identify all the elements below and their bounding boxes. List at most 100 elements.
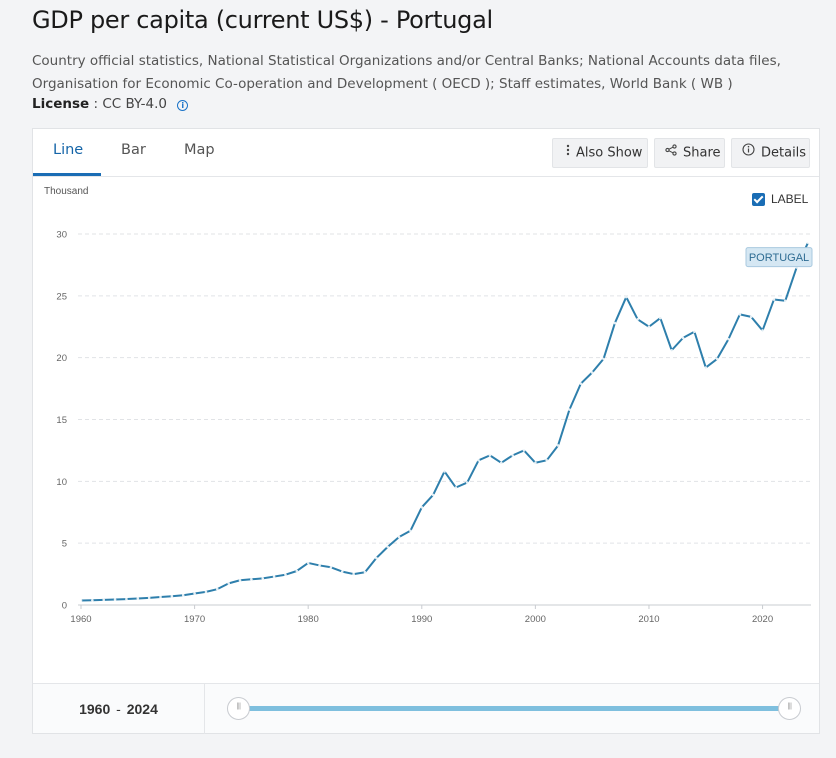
data-point — [454, 486, 458, 489]
data-point — [772, 298, 776, 301]
data-point — [386, 545, 390, 549]
data-point — [443, 470, 446, 473]
details-button[interactable]: Details — [731, 138, 810, 168]
range-slider-track[interactable] — [245, 706, 791, 711]
x-tick-label: 1960 — [70, 614, 91, 625]
data-point — [91, 599, 94, 602]
label-checkbox[interactable] — [752, 192, 765, 206]
series-line-portugal — [80, 242, 809, 602]
data-point — [477, 459, 480, 462]
data-point — [499, 461, 503, 465]
page-title: GDP per capita (current US$) - Portugal — [32, 6, 493, 34]
data-point — [159, 595, 162, 599]
data-point — [375, 556, 378, 560]
range-start-handle[interactable] — [227, 697, 250, 720]
info-circle-icon — [742, 139, 755, 167]
active-tab-indicator — [33, 173, 101, 176]
data-point — [749, 315, 753, 319]
tab-bar-chart[interactable]: Bar — [121, 142, 146, 158]
series-label: PORTUGAL — [749, 252, 809, 264]
data-point — [670, 348, 673, 352]
data-point — [284, 573, 287, 577]
also-show-button[interactable]: Also Show — [552, 138, 648, 168]
data-point — [352, 572, 355, 576]
data-point — [363, 570, 367, 574]
data-point — [397, 535, 401, 539]
data-point — [534, 461, 537, 465]
data-point — [488, 454, 492, 457]
range-end: 2024 — [126, 701, 158, 717]
data-point — [431, 493, 435, 497]
data-point — [783, 299, 787, 303]
also-show-label: Also Show — [576, 145, 643, 161]
tab-map[interactable]: Map — [184, 142, 215, 158]
info-icon[interactable]: i — [177, 100, 189, 111]
data-point — [113, 598, 117, 601]
share-label: Share — [683, 145, 721, 161]
data-point — [704, 366, 708, 369]
share-icon — [665, 139, 677, 167]
series-label-box — [745, 247, 813, 268]
data-point — [522, 449, 526, 452]
data-point — [216, 587, 219, 591]
data-point — [647, 325, 651, 329]
data-point — [250, 577, 253, 581]
data-point — [181, 593, 185, 597]
data-point — [295, 569, 299, 573]
data-point — [170, 594, 174, 598]
data-point — [329, 565, 333, 569]
x-tick-label: 1990 — [411, 614, 432, 625]
data-point — [693, 330, 696, 333]
data-point — [204, 590, 208, 594]
data-point — [624, 295, 628, 299]
data-point — [568, 408, 571, 411]
data-point — [556, 444, 560, 447]
data-point — [738, 313, 742, 316]
data-point — [613, 321, 617, 325]
tab-line[interactable]: Line — [53, 142, 84, 158]
data-point — [306, 561, 310, 565]
more-vertical-icon — [566, 139, 570, 167]
data-point — [590, 371, 594, 374]
data-point — [227, 582, 230, 585]
x-tick-label: 1970 — [184, 614, 205, 625]
x-tick-label: 2020 — [752, 614, 773, 625]
tab-bar: Line Bar Map Also Show Share Details — [33, 129, 819, 177]
y-tick-label: 10 — [56, 477, 67, 488]
data-point — [806, 241, 810, 244]
y-tick-label: 15 — [56, 415, 67, 426]
data-point — [147, 596, 151, 600]
share-button[interactable]: Share — [654, 138, 725, 168]
range-footer: 1960 - 2024 — [33, 683, 819, 734]
y-tick-label: 20 — [56, 353, 67, 364]
data-point — [272, 575, 276, 578]
label-toggle-text: LABEL — [771, 192, 809, 206]
line-chart: 0 5 10 15 20 25 30 1960 1970 1980 1990 2000 2010 2020… — [56, 230, 813, 625]
data-point — [136, 597, 140, 600]
x-tick-label: 1980 — [298, 614, 319, 625]
range-separator: - — [116, 701, 121, 717]
y-tick-label: 25 — [56, 291, 67, 302]
details-label: Details — [761, 145, 807, 161]
data-point — [340, 570, 344, 573]
data-point — [761, 329, 764, 332]
y-tick-label: 30 — [56, 230, 67, 241]
data-point — [261, 577, 265, 580]
data-point — [102, 598, 106, 602]
data-point — [636, 318, 639, 321]
data-point — [79, 599, 83, 602]
year-range: 1960 - 2024 — [33, 684, 205, 734]
y-tick-label: 5 — [62, 539, 67, 550]
data-point — [579, 382, 583, 385]
label-toggle[interactable]: LABEL — [752, 192, 808, 206]
data-point — [681, 336, 685, 340]
chart-card: Line Bar Map Also Show Share Details 0 5 1… — [32, 128, 820, 734]
data-point — [193, 592, 196, 595]
license: License : CC BY-4.0 i — [32, 96, 189, 112]
license-value: : CC BY-4.0 — [93, 96, 168, 112]
y-tick-label: 0 — [62, 601, 67, 612]
data-point — [125, 597, 128, 601]
data-point — [602, 357, 605, 361]
range-end-handle[interactable] — [778, 697, 801, 720]
data-point — [727, 337, 730, 341]
